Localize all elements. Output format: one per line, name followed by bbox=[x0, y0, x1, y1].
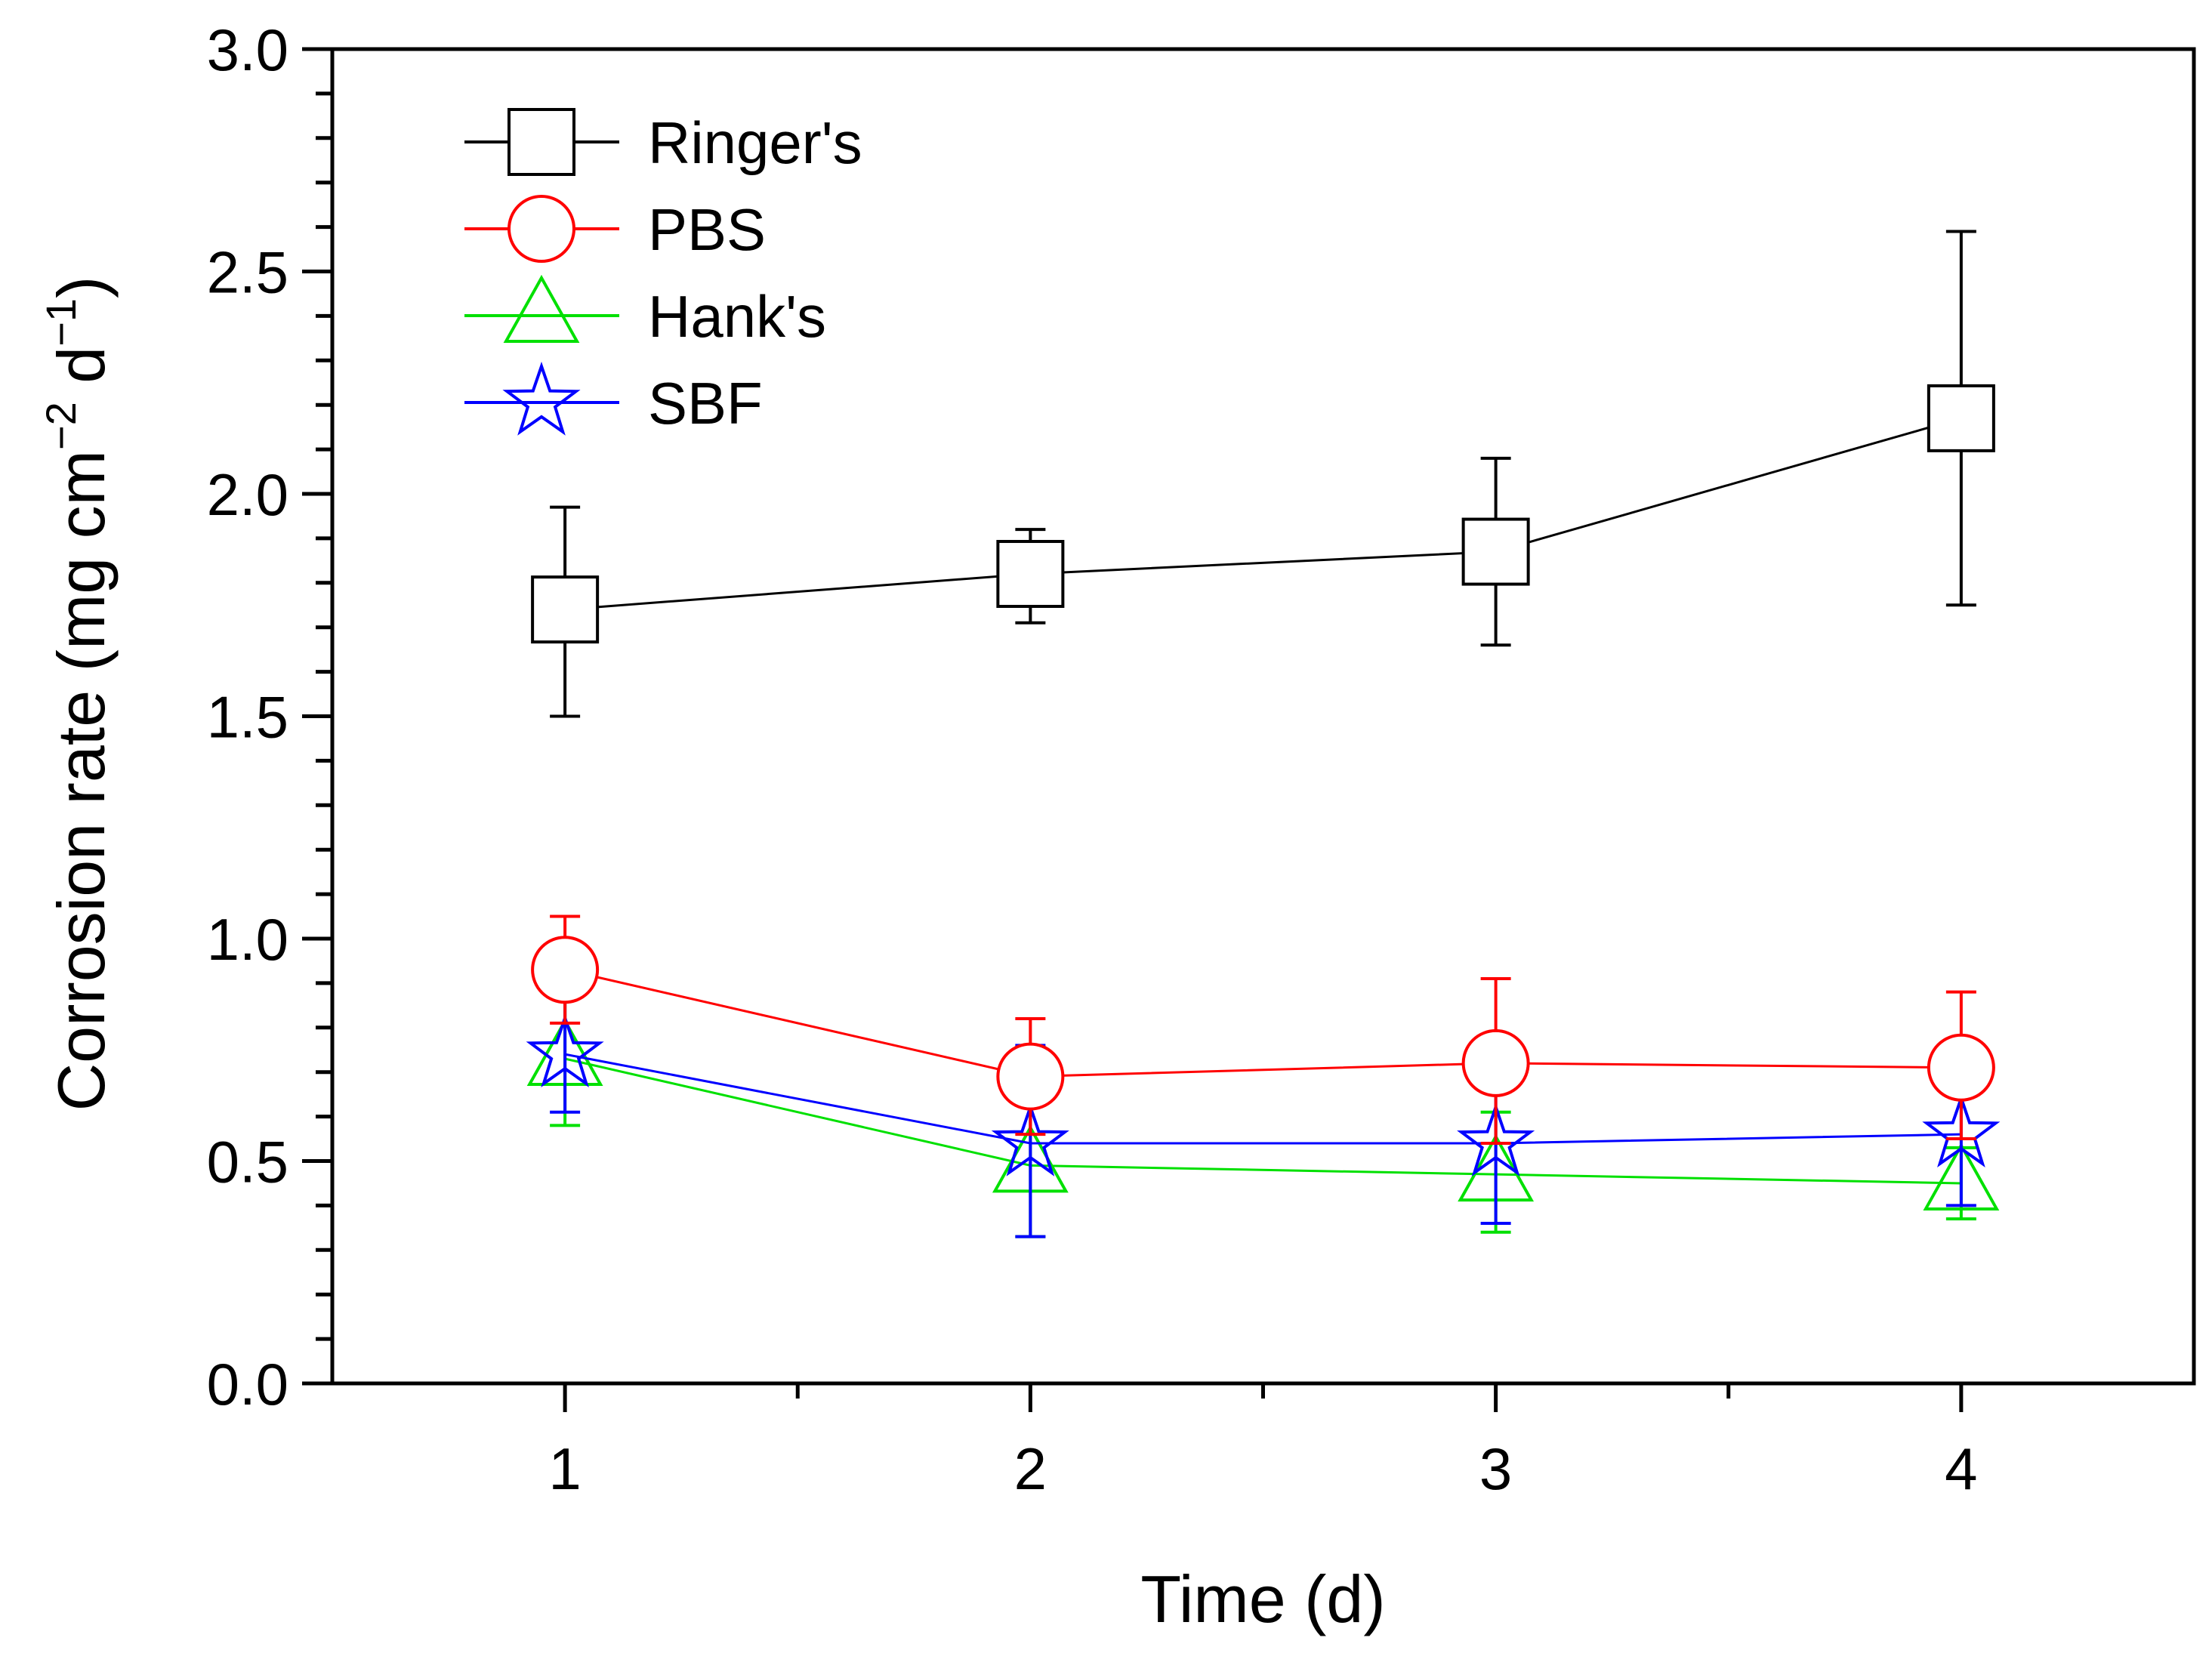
data-point-sbf bbox=[1922, 1093, 2001, 1167]
data-point-pbs bbox=[996, 1042, 1065, 1111]
y-tick-label: 0.5 bbox=[207, 1129, 288, 1195]
y-axis-title-main: Corrosion rate (mg cm bbox=[44, 450, 119, 1111]
y-axis-title: Corrosion rate (mg cm−2 d−1) bbox=[37, 276, 119, 1112]
plot-layer bbox=[526, 230, 2001, 1238]
data-point-ringer-s bbox=[531, 575, 600, 644]
y-tick-label: 2.5 bbox=[207, 239, 288, 306]
y-tick-label: 0.0 bbox=[207, 1351, 288, 1417]
series-sbf bbox=[526, 995, 2001, 1238]
series-line-ringer-s bbox=[565, 417, 1962, 611]
x-tick-label: 3 bbox=[1479, 1436, 1512, 1502]
y-tick-label: 2.0 bbox=[207, 461, 288, 528]
x-tick-label: 1 bbox=[548, 1436, 581, 1502]
legend-item-ringer-s: Ringer's bbox=[464, 108, 862, 176]
data-point-pbs bbox=[531, 936, 600, 1004]
legend-marker-hank-s bbox=[503, 274, 580, 343]
legend-item-pbs: PBS bbox=[464, 195, 766, 263]
legend-marker-sbf bbox=[502, 361, 581, 436]
x-tick-label: 2 bbox=[1014, 1436, 1047, 1502]
data-point-pbs bbox=[1927, 1033, 1995, 1102]
x-tick-label: 4 bbox=[1945, 1436, 1977, 1502]
data-point-ringer-s bbox=[1461, 517, 1530, 586]
series-line-pbs bbox=[564, 968, 1961, 1078]
y-axis-title-sup2: −1 bbox=[37, 298, 85, 347]
data-point-pbs bbox=[1461, 1028, 1530, 1097]
axes: 0.0 0.5 1.0 1.5 2.0 2.5 3.0 1 2 3 4 bbox=[207, 17, 1978, 1502]
legend-marker-ringer-s bbox=[507, 108, 575, 176]
data-point-hank-s bbox=[1923, 1142, 2000, 1210]
y-tick-label: 1.5 bbox=[207, 684, 288, 751]
y-axis-title-end: ) bbox=[44, 276, 119, 298]
y-axis-title-sup1: −2 bbox=[37, 402, 85, 450]
x-axis-title: Time (d) bbox=[1140, 1562, 1385, 1636]
data-point-sbf bbox=[1457, 1102, 1535, 1177]
legend-label-sbf: SBF bbox=[648, 370, 763, 436]
legend-label-hank-s: Hank's bbox=[648, 283, 826, 350]
legend-label-pbs: PBS bbox=[648, 196, 766, 263]
series-hank-s bbox=[526, 985, 2000, 1238]
data-point-ringer-s bbox=[996, 540, 1065, 609]
data-point-sbf bbox=[526, 1013, 604, 1088]
series-line-hank-s bbox=[564, 1057, 1961, 1185]
y-axis-title-mid: d bbox=[44, 347, 119, 402]
legend: Ringer's PBS Hank's SBF bbox=[464, 108, 862, 436]
series-pbs bbox=[531, 914, 1995, 1145]
y-tick-label: 1.0 bbox=[207, 906, 288, 973]
data-point-sbf bbox=[991, 1102, 1069, 1177]
series-line-sbf bbox=[564, 1053, 1961, 1145]
data-point-ringer-s bbox=[1927, 384, 1995, 452]
legend-marker-pbs bbox=[507, 195, 575, 263]
legend-item-sbf: SBF bbox=[464, 361, 763, 436]
legend-label-ringer-s: Ringer's bbox=[648, 109, 862, 176]
legend-item-hank-s: Hank's bbox=[464, 274, 826, 350]
series-ringer-s bbox=[531, 230, 1995, 718]
y-tick-label: 3.0 bbox=[207, 17, 288, 83]
